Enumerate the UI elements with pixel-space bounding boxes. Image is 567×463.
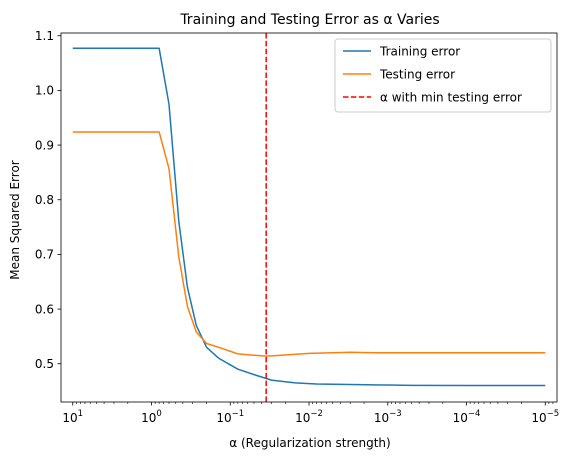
x-tick-label: 10−4 (453, 409, 481, 425)
legend-label-training: Training error (379, 44, 460, 58)
x-tick-label: 10−2 (295, 409, 323, 425)
x-tick-label: 10−1 (216, 409, 244, 425)
plot-area: 0.5 0.6 0.7 0.8 0.9 1.0 1.1 101 100 10−1 10−2 10−3 1… (35, 29, 559, 425)
legend-frame (334, 38, 552, 113)
legend-label-min-testing-error: α with min testing error (380, 90, 522, 104)
y-tick-label: 0.8 (35, 193, 54, 207)
series-line-testing (72, 131, 546, 357)
x-tick-label: 100 (141, 409, 162, 425)
legend-label-testing: Testing error (379, 67, 455, 81)
y-tick-label: 1.1 (35, 29, 54, 43)
x-tick-label: 101 (62, 409, 83, 425)
series-line-training (72, 47, 546, 387)
x-tick-label: 10−3 (374, 409, 402, 425)
x-tick-label: 10−5 (531, 409, 559, 425)
x-axis-label: α (Regularization strength) (229, 436, 390, 450)
y-tick-label: 1.0 (35, 84, 54, 98)
y-tick-label: 0.7 (35, 248, 54, 262)
y-axis-label: Mean Squared Error (8, 160, 22, 280)
chart-title: Training and Testing Error as α Varies (179, 12, 439, 28)
legend: Training error Testing error α with min te… (334, 38, 552, 113)
y-tick-label: 0.5 (35, 357, 54, 371)
y-tick-label: 0.6 (35, 302, 54, 316)
y-tick-label: 0.9 (35, 138, 54, 152)
